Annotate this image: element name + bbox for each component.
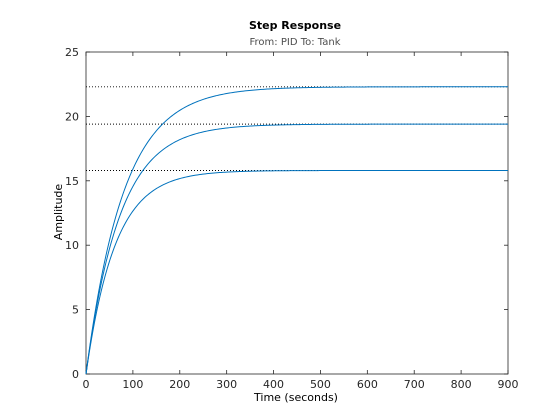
- y-tick-label: 20: [65, 110, 79, 123]
- response-curve-1: [85, 86, 508, 375]
- y-tick-label: 0: [72, 368, 79, 381]
- x-tick-label: 400: [263, 378, 284, 391]
- x-tick-label: 500: [310, 378, 331, 391]
- x-tick-label: 600: [357, 378, 378, 391]
- chart-subtitle: From: PID To: Tank: [250, 37, 341, 48]
- y-tick-label: 10: [65, 239, 79, 252]
- plot-area[interactable]: 0 100 200 300 400 500 600 700 800 900 0 5 10 15 20 25: [65, 46, 519, 391]
- x-tick-label: 300: [216, 378, 237, 391]
- y-tick-label: 25: [65, 46, 79, 59]
- y-tick-label: 15: [65, 175, 79, 188]
- y-tick-label: 5: [72, 304, 79, 317]
- x-axis-label: Time (seconds): [253, 391, 338, 404]
- chart-title: Step Response: [249, 19, 341, 32]
- x-tick-label: 200: [169, 378, 190, 391]
- x-tick-label: 700: [404, 378, 425, 391]
- response-curve-3: [85, 170, 508, 375]
- x-tick-label: 800: [451, 378, 472, 391]
- y-axis-label: Amplitude: [52, 184, 65, 241]
- x-tick-label: 100: [122, 378, 143, 391]
- response-curve-2: [85, 123, 508, 375]
- x-tick-label: 0: [83, 378, 90, 391]
- axes-box: [85, 51, 509, 375]
- x-tick-label: 900: [498, 378, 519, 391]
